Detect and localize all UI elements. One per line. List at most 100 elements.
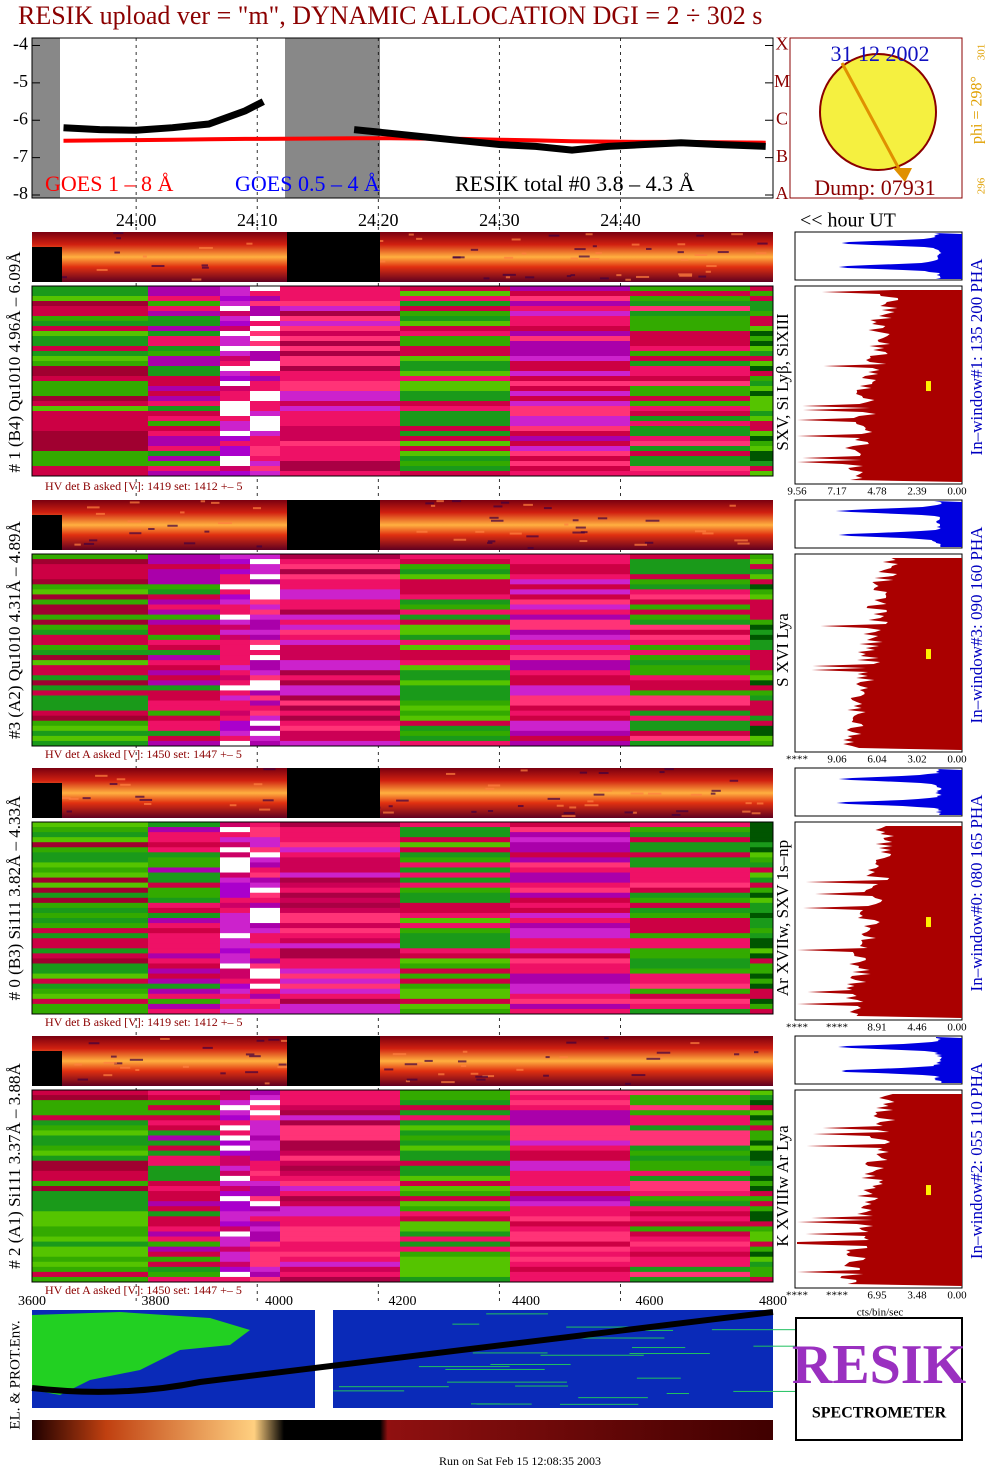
spectrogram-band [510,451,630,457]
spectrogram-band [220,842,250,848]
spectrogram-band [148,1150,220,1157]
spectrogram-band [148,341,220,347]
spectrogram-band [32,341,148,347]
spectrogram-band [220,589,250,595]
spectrogram-band [148,655,220,661]
spectrogram-band [220,456,250,462]
spectrogram-band [630,639,750,646]
spectrogram-band [400,695,510,702]
spectrogram-band [510,614,630,621]
strip-speckle [705,270,711,273]
y-tick-label: -7 [13,146,28,166]
orbit-streak [631,1347,686,1349]
spectrogram-band [400,827,510,833]
spectrogram-band [750,655,773,661]
spectrogram-band [220,923,250,929]
spectrogram-band [510,695,630,702]
spectrogram-band [630,331,750,337]
spectrogram-band [280,1115,400,1121]
spectrogram-band [400,1165,510,1172]
spectrogram-band [280,862,400,868]
spectrogram-band [250,1130,280,1136]
spectrogram-band [280,406,400,412]
spectrogram-band [510,1251,630,1258]
spectrogram-band [280,1180,400,1187]
spectrogram-band [750,740,773,747]
spectrogram-band [630,973,750,980]
spectrogram-band [148,923,220,929]
spectrogram-band [750,1090,773,1096]
spectrogram-band [280,968,400,975]
spectrogram-band [750,1236,773,1243]
strip-speckle [445,772,456,775]
spectrogram-band [630,341,750,347]
spectrogram-band [280,1120,400,1126]
hist-marker [926,381,931,392]
spectrogram-band [148,695,220,702]
spectrogram-band [280,948,400,954]
spectrogram-band [148,832,220,838]
x-tick-label: 24.40 [600,210,641,230]
spectrogram-band [280,695,400,702]
spectrogram-band [630,381,750,387]
spectrogram-band [280,892,400,899]
spectrogram-band [32,978,148,985]
spectrogram-band [250,361,280,367]
spectrogram-band [630,336,750,342]
spectrogram-band [630,416,750,422]
spectrogram-band [148,331,220,337]
strip-speckle [634,543,648,546]
spectrogram-band [250,867,280,874]
spectrogram-band [750,461,773,467]
strip-speckle [696,234,704,237]
spectrogram-band [250,1221,280,1227]
spectrogram-band [280,366,400,372]
orbit-streak [476,1403,532,1405]
spectrogram-band [510,306,630,312]
spectrogram-band [400,690,510,696]
spectrogram-band [510,1160,630,1167]
spectrogram-band [280,938,400,944]
spectrogram-band [250,634,280,641]
spectrogram-band [148,978,220,985]
spectrogram-band [400,963,510,970]
spectrogram-band [400,1226,510,1232]
strip-speckle [246,242,253,245]
strip-speckle [745,802,752,805]
spectrogram-band [400,361,510,367]
spectrogram-band [510,619,630,626]
footer: Run on Sat Feb 15 12:08:35 2003 [439,1454,601,1468]
spectrogram-band [630,421,750,427]
spectrogram-band [32,629,148,636]
spectrogram-band [510,948,630,954]
spectrogram-band [220,1165,250,1172]
spectrogram-band [400,892,510,899]
spectrogram-band [280,331,400,337]
spectrogram-band [630,386,750,392]
spectrogram-band [630,1003,750,1010]
spectrogram-band [280,1170,400,1177]
spectrogram-band [250,579,280,585]
spectrogram-band [220,326,250,332]
spectrogram-band [750,371,773,377]
spectrogram-band [220,655,250,661]
spectrogram-band [148,1266,220,1273]
strip-speckle [96,268,108,271]
strip-speckle [698,275,707,278]
spectrogram-band [750,1165,773,1172]
spectrogram-band [148,376,220,382]
spectrogram-band [630,892,750,899]
spectrogram-band [510,1130,630,1136]
spectrogram-band [148,1180,220,1187]
spectrogram-band [250,356,280,362]
spectrogram-band [148,1256,220,1263]
spectrogram-band [220,998,250,1005]
spectrogram-band [32,331,148,337]
spectrogram-band [280,316,400,322]
spectrogram-band [750,634,773,641]
spectrogram-band [630,918,750,924]
spectrogram-band [250,852,280,858]
spectrogram-band [630,1120,750,1126]
spectrogram-band [280,451,400,457]
spectrogram-band [250,1261,280,1268]
